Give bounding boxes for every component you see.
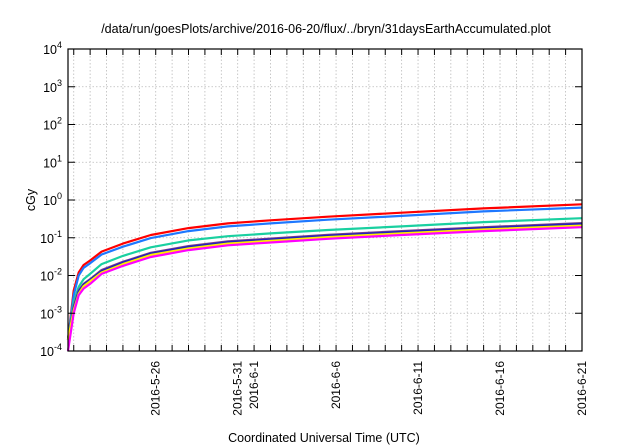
- x-axis-label: Coordinated Universal Time (UTC): [228, 431, 420, 445]
- y-tick-base: 10: [40, 345, 54, 359]
- y-tick-base: 10: [40, 307, 54, 321]
- y-tick-base: 10: [43, 81, 57, 95]
- y-tick-label: 103: [43, 78, 62, 95]
- y-tick-label: 10-1: [40, 229, 62, 246]
- y-tick-exponent: -2: [54, 267, 62, 277]
- y-tick-exponent: 0: [57, 191, 62, 201]
- x-tick-label: 2016-6-11: [411, 361, 425, 415]
- y-tick-exponent: 4: [57, 40, 62, 50]
- chart-title: /data/run/goesPlots/archive/2016-06-20/f…: [101, 22, 551, 36]
- y-tick-label: 10-2: [40, 267, 62, 284]
- y-tick-label: 104: [43, 40, 62, 57]
- x-tick-label: 2016-6-16: [493, 361, 507, 416]
- y-tick-base: 10: [43, 156, 57, 170]
- x-tick-label: 2016-5-26: [149, 361, 163, 416]
- y-tick-label: 101: [43, 153, 62, 170]
- y-tick-exponent: -3: [54, 304, 62, 314]
- grid: [68, 49, 582, 351]
- y-tick-exponent: -4: [54, 342, 62, 352]
- x-tick-label: 2016-6-1: [247, 361, 261, 409]
- y-tick-exponent: 1: [57, 153, 62, 163]
- x-tick-label: 2016-6-21: [575, 361, 589, 416]
- y-tick-label: 10-4: [40, 342, 62, 359]
- y-tick-label: 10-3: [40, 304, 62, 321]
- y-tick-base: 10: [43, 194, 57, 208]
- y-tick-label: 100: [43, 191, 62, 208]
- y-tick-exponent: 3: [57, 78, 62, 88]
- y-tick-label: 102: [43, 116, 62, 133]
- y-tick-base: 10: [40, 232, 54, 246]
- y-axis-label: cGy: [24, 188, 38, 211]
- series-line-magenta: [66, 226, 583, 352]
- series-line-dark-blue: [66, 222, 583, 340]
- series-line-red: [66, 203, 583, 340]
- x-tick-label: 2016-5-31: [231, 361, 245, 416]
- y-tick-base: 10: [40, 270, 54, 284]
- x-axis: 2016-5-26 2016-5-31 2016-6-1 2016-6-6 2016-6…: [73, 49, 589, 416]
- series-line-blue: [66, 206, 583, 340]
- x-tick-label: 2016-6-6: [329, 361, 343, 409]
- y-tick-base: 10: [43, 119, 57, 133]
- y-tick-exponent: -1: [54, 229, 62, 239]
- series-line-green: [66, 217, 583, 340]
- series-line-yellow: [66, 224, 583, 340]
- series-group: [66, 203, 583, 352]
- y-tick-exponent: 2: [57, 116, 62, 126]
- y-tick-base: 10: [43, 43, 57, 57]
